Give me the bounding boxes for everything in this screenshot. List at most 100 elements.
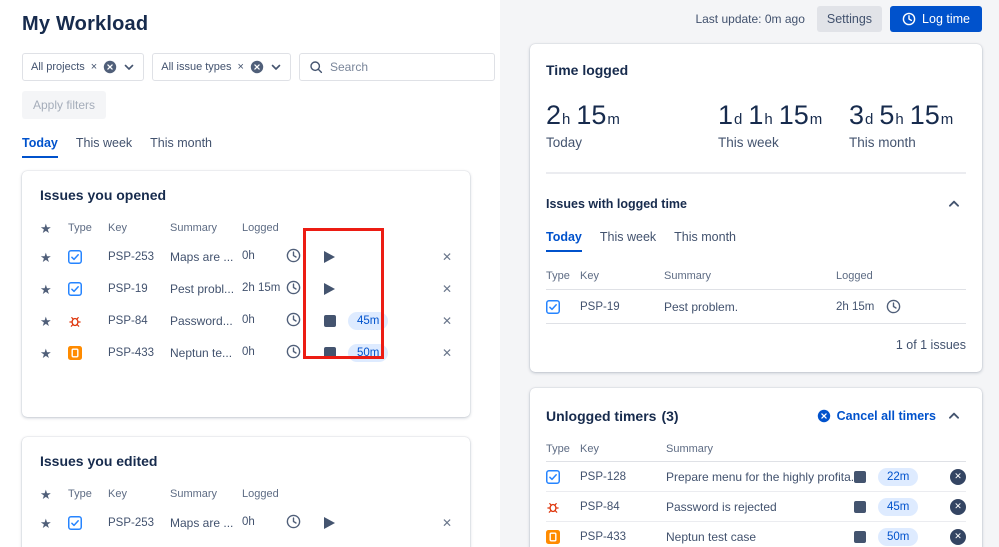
issues-count-text: 1 of 1 issues bbox=[895, 338, 966, 352]
log-time-icon[interactable] bbox=[286, 280, 301, 295]
column-key: Key bbox=[108, 222, 127, 234]
tab-this-week[interactable]: This week bbox=[75, 136, 133, 150]
task-icon bbox=[68, 516, 82, 530]
table-header: Type Key Summary Logged bbox=[546, 262, 966, 290]
stat-value: 2h 15m bbox=[546, 100, 620, 130]
issue-summary[interactable]: Maps are ... bbox=[170, 516, 234, 530]
table-row: PSP-19 Pest problem. 2h 15m bbox=[546, 290, 966, 324]
star-icon[interactable]: ★ bbox=[40, 281, 52, 297]
issues-edited-card: Issues you edited ★ Type Key Summary Log… bbox=[22, 437, 470, 547]
stop-timer-button[interactable] bbox=[324, 347, 336, 359]
clear-filter-icon[interactable] bbox=[250, 60, 264, 74]
collapse-section-button[interactable] bbox=[942, 192, 966, 216]
log-time-icon[interactable] bbox=[886, 299, 901, 314]
stat-value: 3d 5h 15m bbox=[849, 100, 954, 130]
remove-tag-icon[interactable]: × bbox=[237, 61, 244, 73]
tab-this-week[interactable]: This week bbox=[599, 230, 657, 244]
log-time-icon[interactable] bbox=[286, 248, 301, 263]
cancel-timer-button[interactable]: ✕ bbox=[950, 498, 966, 515]
issue-key[interactable]: PSP-19 bbox=[108, 283, 148, 295]
log-time-icon[interactable] bbox=[286, 514, 301, 529]
settings-button[interactable]: Settings bbox=[816, 6, 883, 32]
log-time-icon[interactable] bbox=[286, 312, 301, 327]
star-icon: ★ bbox=[40, 220, 52, 236]
issue-summary[interactable]: Pest problem. bbox=[664, 299, 739, 314]
timer-badge: 45m bbox=[348, 312, 389, 330]
search-box[interactable] bbox=[298, 53, 495, 81]
start-timer-button[interactable] bbox=[324, 283, 335, 295]
stat-label: Today bbox=[546, 135, 583, 150]
unlogged-header: Unlogged timers (3) Cancel all timers bbox=[546, 404, 966, 428]
topbar: Last update: 0m ago Settings Log time bbox=[530, 0, 982, 36]
issue-key[interactable]: PSP-84 bbox=[580, 500, 620, 513]
remove-row-icon[interactable]: ✕ bbox=[441, 516, 452, 530]
table-row: ★ PSP-84 Password... 0h 45m ✕ bbox=[40, 305, 452, 337]
issue-summary[interactable]: Neptun test case bbox=[666, 529, 757, 544]
tab-today[interactable]: Today bbox=[546, 230, 582, 252]
issue-key[interactable]: PSP-84 bbox=[108, 315, 148, 327]
log-time-icon[interactable] bbox=[286, 344, 301, 359]
log-time-label: Log time bbox=[922, 12, 970, 26]
issue-summary[interactable]: Pest probl... bbox=[170, 282, 235, 296]
table-row: PSP-433 Neptun test case 50m ✕ bbox=[546, 522, 966, 547]
tab-this-month[interactable]: This month bbox=[150, 136, 213, 150]
issue-types-filter-chip[interactable]: All issue types × bbox=[152, 53, 291, 81]
issue-key[interactable]: PSP-433 bbox=[580, 530, 627, 543]
task-icon bbox=[546, 469, 560, 484]
start-timer-button[interactable] bbox=[324, 251, 335, 263]
stop-timer-button[interactable] bbox=[854, 470, 866, 483]
remove-row-icon[interactable]: ✕ bbox=[441, 282, 452, 296]
issue-key[interactable]: PSP-253 bbox=[108, 251, 155, 263]
issue-summary[interactable]: Password... bbox=[170, 314, 233, 328]
star-icon[interactable]: ★ bbox=[40, 345, 52, 361]
chevron-up-icon bbox=[948, 412, 960, 419]
test-case-icon bbox=[68, 346, 82, 360]
log-time-button[interactable]: Log time bbox=[890, 6, 982, 32]
period-tabs: Today This week This month bbox=[546, 230, 966, 252]
clock-icon bbox=[902, 12, 916, 26]
star-icon[interactable]: ★ bbox=[40, 313, 52, 329]
logged-issues-section-header: Issues with logged time bbox=[546, 192, 966, 216]
column-logged: Logged bbox=[242, 222, 279, 234]
issue-key[interactable]: PSP-253 bbox=[108, 517, 155, 529]
issue-summary[interactable]: Neptun te... bbox=[170, 346, 233, 360]
search-input[interactable] bbox=[329, 60, 485, 74]
apply-filters-button[interactable]: Apply filters bbox=[22, 91, 107, 119]
stat-label: This month bbox=[849, 135, 916, 150]
cancel-timer-button[interactable]: ✕ bbox=[950, 468, 966, 485]
stop-timer-button[interactable] bbox=[854, 530, 866, 543]
remove-row-icon[interactable]: ✕ bbox=[441, 250, 452, 264]
column-summary: Summary bbox=[170, 222, 218, 234]
chevron-down-icon[interactable] bbox=[270, 61, 282, 73]
issue-summary[interactable]: Maps are ... bbox=[170, 250, 234, 264]
issue-summary[interactable]: Password is rejected bbox=[666, 499, 777, 514]
logged-value: 2h 15m bbox=[836, 300, 875, 313]
star-icon[interactable]: ★ bbox=[40, 249, 52, 265]
collapse-section-button[interactable] bbox=[942, 404, 966, 428]
stat-this-month: 3d 5h 15m This month bbox=[849, 100, 959, 150]
section-title: Issues with logged time bbox=[546, 197, 687, 211]
projects-filter-chip[interactable]: All projects × bbox=[22, 53, 145, 81]
remove-tag-icon[interactable]: × bbox=[90, 61, 98, 73]
chevron-down-icon[interactable] bbox=[123, 61, 135, 73]
remove-row-icon[interactable]: ✕ bbox=[441, 314, 452, 328]
cancel-timer-button[interactable]: ✕ bbox=[950, 528, 966, 545]
column-type: Type bbox=[546, 269, 570, 282]
stop-timer-button[interactable] bbox=[324, 315, 336, 327]
issue-summary[interactable]: Prepare menu for the highly profita... bbox=[666, 469, 854, 484]
start-timer-button[interactable] bbox=[324, 517, 335, 529]
clear-filter-icon[interactable] bbox=[103, 60, 117, 74]
table-header: Type Key Summary bbox=[546, 436, 966, 462]
filters-row: All projects × All issue types × bbox=[22, 53, 495, 81]
issue-key[interactable]: PSP-128 bbox=[580, 470, 627, 483]
tab-today[interactable]: Today bbox=[22, 136, 58, 158]
tab-this-month[interactable]: This month bbox=[674, 230, 737, 244]
issue-key[interactable]: PSP-19 bbox=[580, 300, 620, 313]
column-type: Type bbox=[68, 488, 92, 500]
star-icon: ★ bbox=[40, 486, 52, 502]
cancel-all-timers-button[interactable]: Cancel all timers bbox=[817, 409, 936, 423]
stop-timer-button[interactable] bbox=[854, 500, 866, 513]
issue-key[interactable]: PSP-433 bbox=[108, 347, 155, 359]
star-icon[interactable]: ★ bbox=[40, 515, 52, 531]
remove-row-icon[interactable]: ✕ bbox=[441, 346, 452, 360]
